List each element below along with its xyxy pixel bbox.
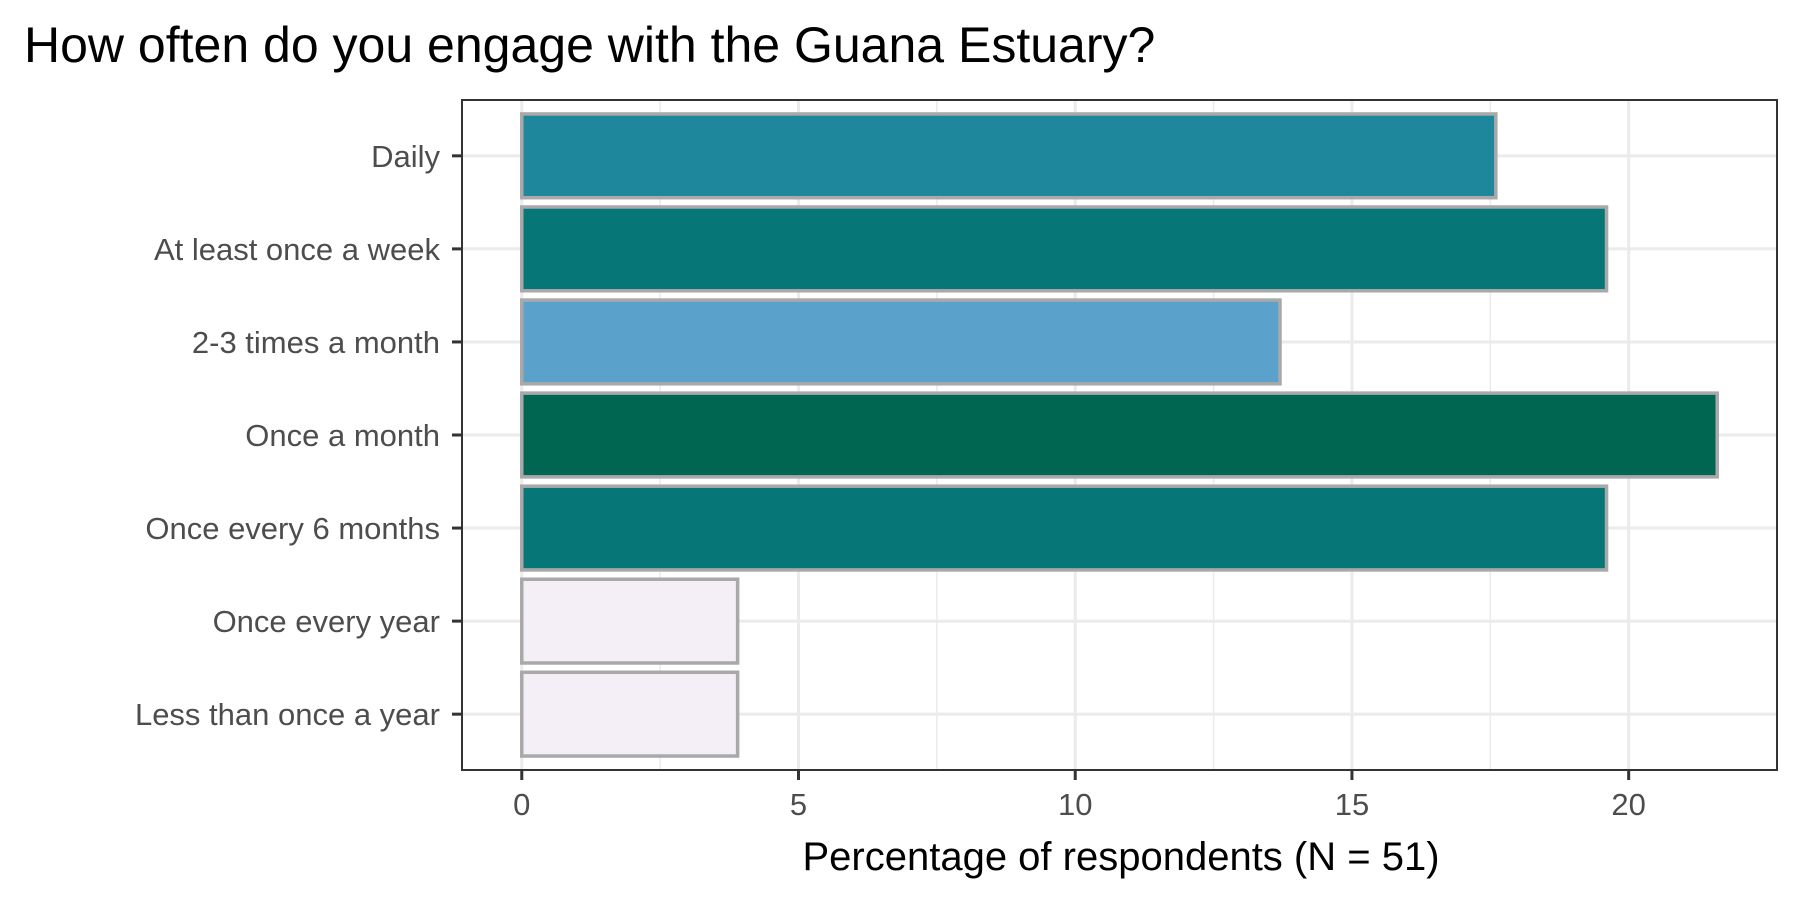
chart-title: How often do you engage with the Guana E… (24, 17, 1155, 73)
y-tick-label: At least once a week (154, 232, 441, 267)
bar (520, 577, 740, 665)
plot-area: Daily At least once a week 2-3 times a mon… (135, 99, 1778, 822)
bar (520, 298, 1282, 386)
x-tick-label: 15 (1335, 787, 1369, 822)
y-tick-label: Daily (371, 139, 440, 174)
bar (520, 205, 1609, 293)
x-tick-label: 10 (1058, 787, 1092, 822)
y-tick-label: Once every 6 months (145, 511, 440, 546)
x-tick-label: 20 (1611, 787, 1645, 822)
bar (520, 484, 1609, 572)
y-tick-label: 2-3 times a month (192, 325, 440, 360)
y-tick-label: Less than once a year (135, 697, 440, 732)
x-axis-title: Percentage of respondents (N = 51) (802, 835, 1439, 879)
x-tick-label: 0 (513, 787, 530, 822)
x-tick-label: 5 (790, 787, 807, 822)
y-tick-label: Once a month (245, 418, 440, 453)
bar (520, 670, 740, 758)
bar (520, 391, 1719, 479)
y-tick-label: Once every year (213, 604, 440, 639)
bar (520, 112, 1498, 200)
